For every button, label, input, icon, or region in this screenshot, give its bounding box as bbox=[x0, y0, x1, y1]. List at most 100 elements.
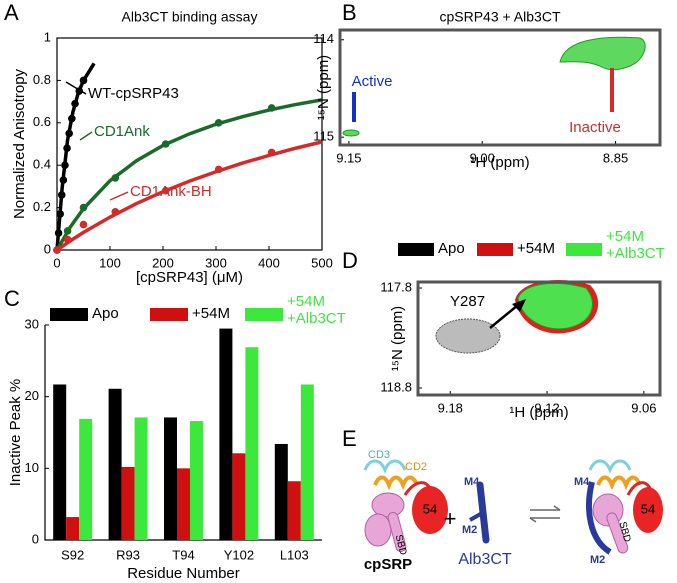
bar bbox=[177, 468, 190, 540]
y-axis-label: Normalized Anisotropy bbox=[11, 68, 28, 219]
y-tick-label: 0.4 bbox=[33, 157, 51, 172]
x-axis-label: Residue Number bbox=[127, 565, 240, 582]
y-tick-label: 0 bbox=[32, 531, 39, 546]
data-point bbox=[63, 227, 72, 235]
x-tick-label: L103 bbox=[280, 547, 309, 562]
diagram-label: M2 bbox=[462, 524, 477, 536]
legend-label: +54M bbox=[517, 240, 555, 257]
data-point bbox=[79, 203, 88, 212]
x-tick-label: 0 bbox=[53, 255, 60, 270]
x-tick-label: 300 bbox=[205, 255, 227, 270]
leader-line bbox=[65, 81, 87, 95]
data-point bbox=[161, 186, 170, 195]
bar bbox=[134, 417, 148, 540]
panel-label: E bbox=[342, 426, 357, 451]
x-tick-label: 400 bbox=[258, 255, 280, 270]
x-tick-label: 8.85 bbox=[603, 150, 628, 165]
bar bbox=[190, 421, 203, 540]
x-axis-label: ¹H (ppm) bbox=[509, 404, 568, 421]
plot-frame bbox=[56, 37, 323, 251]
legend-swatch bbox=[150, 308, 188, 321]
y-tick-label: 0.2 bbox=[33, 199, 51, 214]
diagram-label: 54 bbox=[641, 501, 655, 516]
y-axis-label: Inactive Peak % bbox=[7, 379, 24, 487]
y-tick-label: 115 bbox=[313, 129, 334, 144]
panel-label: D bbox=[342, 248, 358, 273]
annotation: Active bbox=[352, 73, 393, 90]
x-tick-label: T94 bbox=[172, 547, 194, 562]
leader-line bbox=[79, 131, 93, 141]
y-axis-label: ¹⁵N (ppm) bbox=[389, 306, 406, 371]
y-tick-label: 1 bbox=[44, 29, 51, 44]
legend-label: +54M +Alb3CT bbox=[606, 228, 665, 262]
series-label: CD1Ank-BH bbox=[130, 183, 212, 200]
chart-title: cpSRP43 + Alb3CT bbox=[439, 9, 560, 25]
plot-frame bbox=[416, 280, 662, 397]
nmr-peaks bbox=[342, 36, 646, 137]
y-tick-label: 10 bbox=[25, 460, 39, 475]
bar bbox=[66, 517, 80, 540]
diagram-label: Alb3CT bbox=[458, 551, 512, 568]
x-tick-label: 500 bbox=[311, 255, 333, 270]
diagram bbox=[363, 459, 663, 555]
diagram-label: M4 bbox=[574, 476, 590, 488]
x-tick-label: 9.12 bbox=[534, 400, 559, 415]
y-tick-label: 30 bbox=[25, 316, 39, 331]
y-tick-label: 0.8 bbox=[33, 72, 51, 87]
legend-swatch bbox=[245, 308, 283, 321]
diagram-label: + bbox=[444, 506, 457, 531]
bar bbox=[287, 481, 301, 540]
diagram-label: SBD bbox=[393, 534, 409, 557]
data-point bbox=[65, 129, 73, 138]
bar bbox=[108, 388, 122, 540]
legend-swatch bbox=[477, 243, 513, 256]
bar bbox=[79, 418, 93, 540]
y-tick-label: 114 bbox=[313, 31, 334, 46]
data-point bbox=[111, 174, 120, 182]
data-point bbox=[214, 165, 223, 174]
annotation: Inactive bbox=[569, 119, 621, 136]
x-tick-label: 9.06 bbox=[631, 400, 656, 415]
data-point bbox=[79, 220, 88, 229]
annotation: Y287 bbox=[450, 293, 485, 310]
series-label: CD1Ank bbox=[94, 123, 150, 140]
bar bbox=[164, 417, 177, 540]
legend-label: +54M bbox=[192, 305, 230, 322]
y-tick-label: 0.6 bbox=[33, 114, 51, 129]
chart-title: Alb3CT binding assay bbox=[122, 9, 258, 25]
y-tick-label: 0 bbox=[44, 241, 51, 256]
diagram-label: M4 bbox=[464, 476, 480, 488]
data-point bbox=[79, 76, 88, 85]
panel-label: C bbox=[4, 286, 20, 311]
bar bbox=[274, 443, 288, 540]
nmr-peaks bbox=[435, 280, 599, 354]
data-point bbox=[63, 235, 72, 244]
data-point bbox=[71, 99, 79, 108]
data-point bbox=[59, 176, 68, 184]
x-tick-label: 200 bbox=[152, 255, 174, 270]
data-point bbox=[61, 161, 69, 169]
data-point bbox=[56, 210, 64, 218]
diagram-label: SBD bbox=[617, 521, 633, 544]
data-point bbox=[54, 229, 63, 237]
legend-label: +54M +Alb3CT bbox=[287, 293, 346, 327]
data-point bbox=[68, 114, 76, 123]
legend-swatch bbox=[566, 243, 602, 256]
bar bbox=[232, 453, 246, 540]
y-axis-label: ¹⁵N (ppm) bbox=[315, 55, 332, 120]
y-tick-label: 117.8 bbox=[380, 279, 412, 294]
data-point bbox=[267, 104, 276, 112]
diagram-label: M2 bbox=[590, 554, 605, 566]
leader-line bbox=[109, 191, 129, 201]
bar bbox=[219, 328, 233, 540]
x-tick-label: S92 bbox=[61, 547, 84, 562]
y-tick-label: 20 bbox=[25, 388, 39, 403]
y-tick-label: 118.8 bbox=[380, 379, 412, 394]
data-point bbox=[214, 119, 223, 127]
legend-swatch bbox=[50, 308, 88, 321]
diagram-label: 54 bbox=[423, 501, 437, 516]
plot-frame bbox=[338, 28, 662, 147]
x-tick-label: Y102 bbox=[224, 547, 254, 562]
